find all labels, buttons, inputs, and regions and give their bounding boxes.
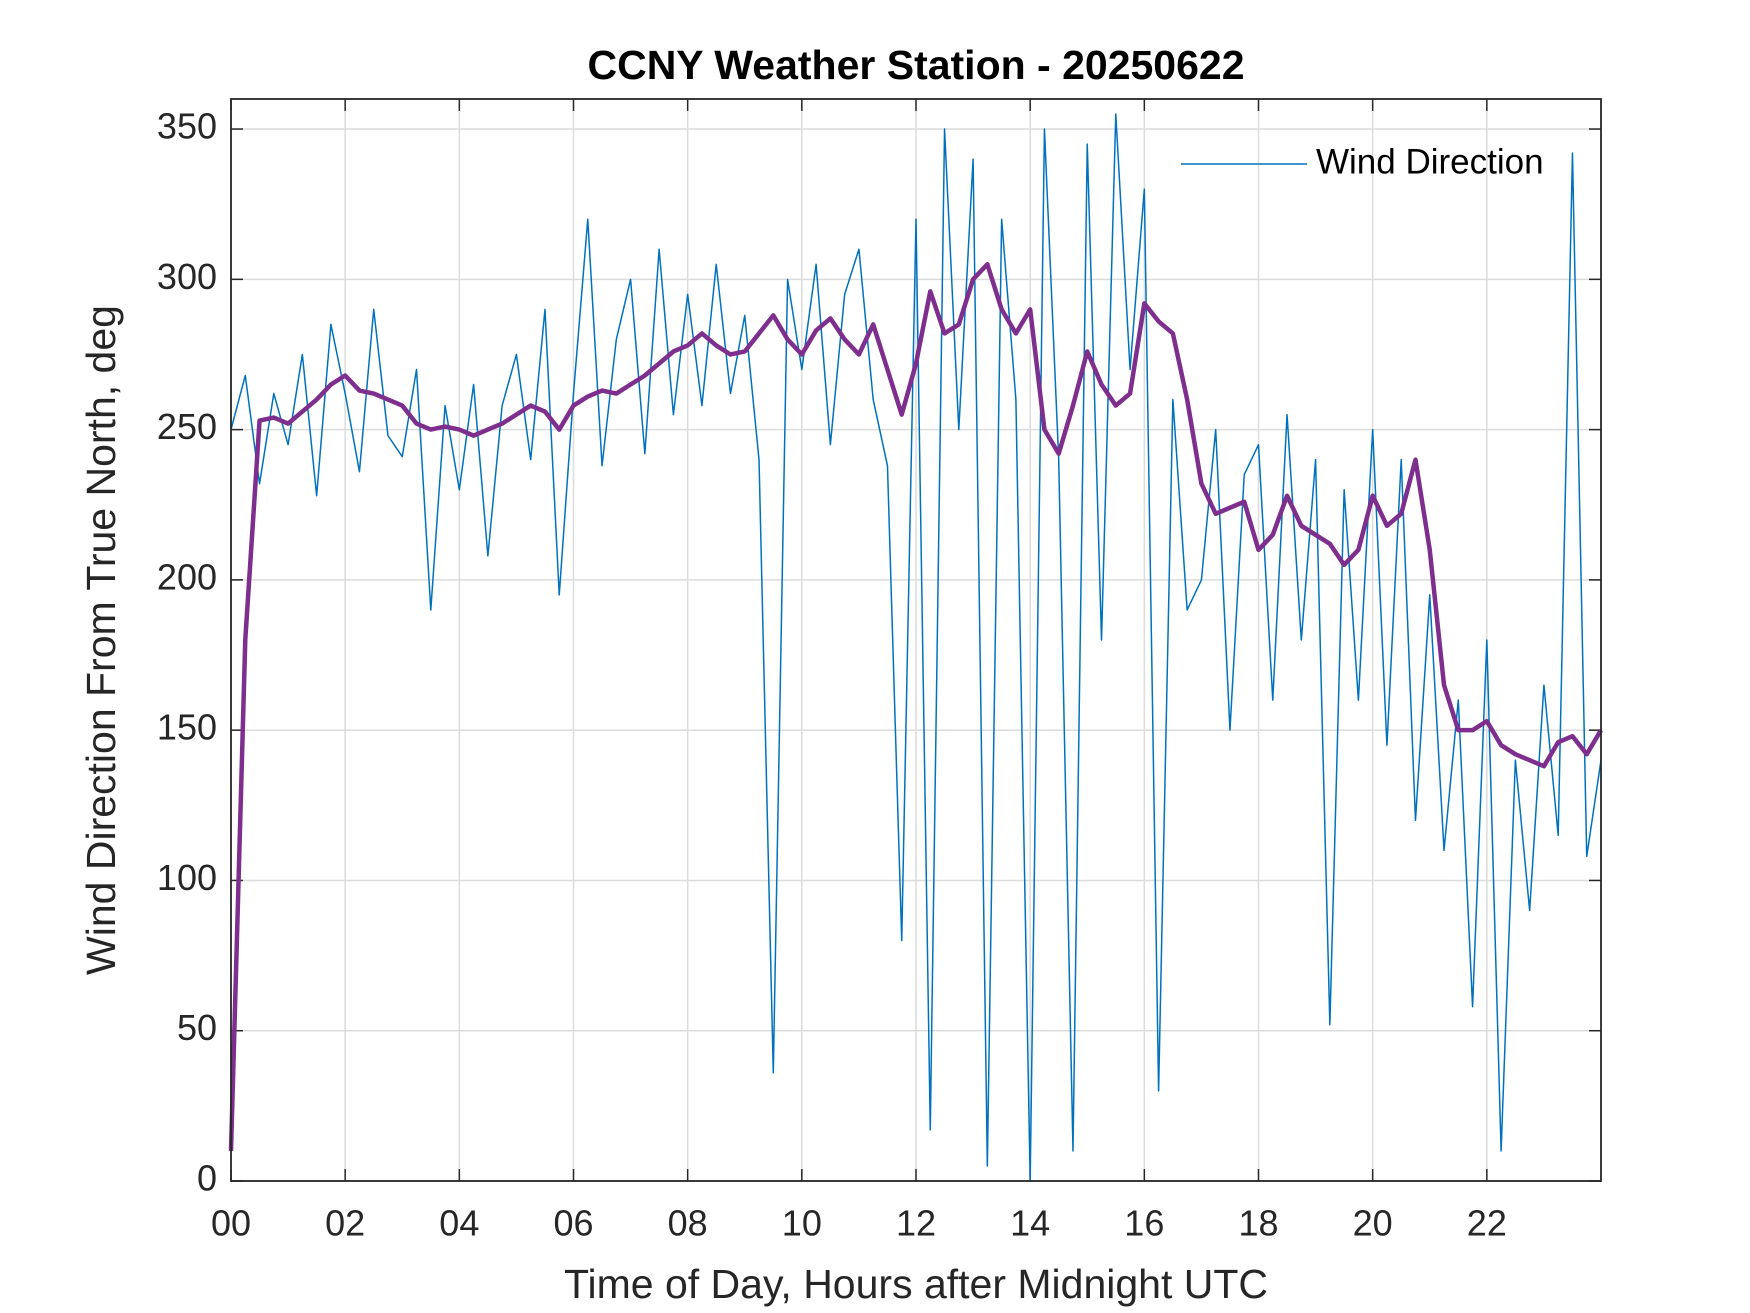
x-axis-label: Time of Day, Hours after Midnight UTC: [564, 1261, 1268, 1307]
y-tick-label: 350: [157, 106, 217, 147]
x-tick-label: 22: [1467, 1203, 1507, 1244]
y-tick-label: 150: [157, 707, 217, 748]
x-tick-label: 08: [668, 1203, 708, 1244]
y-tick-label: 0: [197, 1158, 217, 1199]
y-tick-label: 250: [157, 406, 217, 447]
data-line: [230, 113, 1602, 1182]
legend-label: Wind Direction: [1316, 142, 1544, 181]
axes-box: [230, 98, 1602, 1182]
x-tick-label: 02: [325, 1203, 365, 1244]
x-tick-label: 18: [1238, 1203, 1278, 1244]
x-tick-label: 04: [439, 1203, 479, 1244]
x-tick-label: 16: [1124, 1203, 1164, 1244]
y-tick-label: 200: [157, 556, 217, 597]
y-tick-label: 100: [157, 857, 217, 898]
x-tick-label: 06: [553, 1203, 593, 1244]
x-tick-label: 20: [1353, 1203, 1393, 1244]
data-line: [228, 262, 1603, 1152]
x-tick-label: 10: [782, 1203, 822, 1244]
chart-title: CCNY Weather Station - 20250622: [587, 42, 1244, 88]
x-tick-label: 12: [896, 1203, 936, 1244]
y-axis-label: Wind Direction From True North, deg: [78, 305, 124, 975]
y-tick-label: 300: [157, 256, 217, 297]
x-tick-label: 14: [1010, 1203, 1050, 1244]
x-tick-label: 00: [211, 1203, 251, 1244]
y-tick-label: 50: [177, 1007, 217, 1048]
